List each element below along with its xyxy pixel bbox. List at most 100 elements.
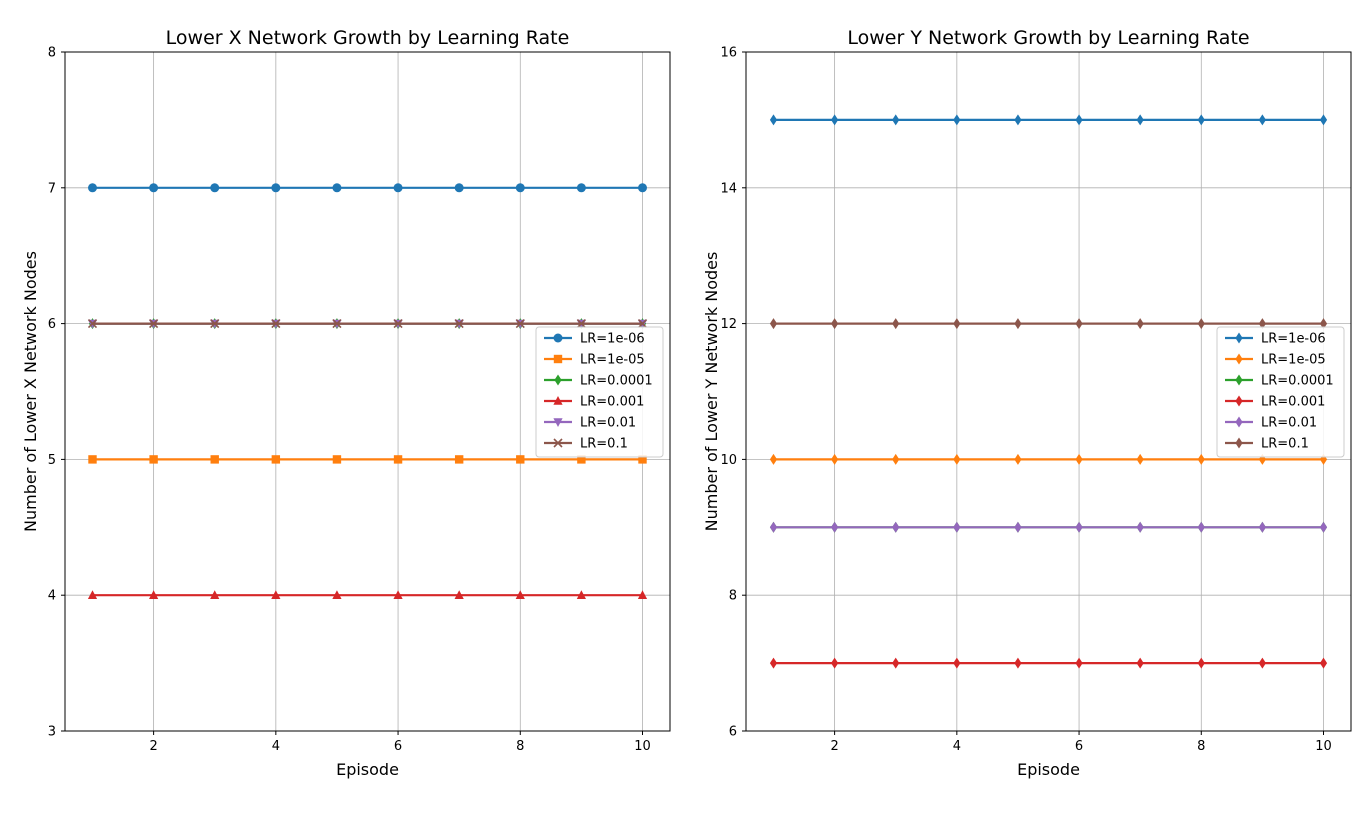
data-point: [87, 319, 98, 329]
data-point: [577, 455, 586, 464]
data-point: [149, 455, 158, 464]
data-point: [1075, 114, 1083, 126]
legend-item: LR=0.1: [544, 437, 628, 452]
data-point: [1136, 657, 1144, 669]
legend-marker: [1235, 353, 1243, 365]
data-point: [210, 590, 220, 599]
legend-marker: [553, 354, 563, 364]
data-point: [1014, 657, 1022, 669]
y-tick-label: 7: [48, 181, 56, 196]
y-tick-label: 5: [48, 453, 56, 468]
legend-label: LR=1e-05: [580, 353, 645, 368]
data-point: [1197, 114, 1205, 126]
y-tick-label: 3: [48, 725, 56, 740]
data-point: [515, 183, 525, 193]
data-point: [1075, 521, 1083, 533]
data-point: [332, 455, 342, 464]
data-point: [149, 319, 159, 329]
data-point: [1014, 521, 1022, 533]
data-point: [454, 455, 464, 464]
data-point: [1136, 453, 1144, 465]
legend-item: LR=1e-06: [1225, 332, 1326, 347]
data-point: [332, 319, 342, 329]
legend-label: LR=0.01: [1261, 416, 1317, 431]
data-point: [210, 455, 219, 464]
data-point: [1075, 657, 1083, 669]
x-tick-label: 4: [272, 739, 280, 754]
data-point: [1258, 114, 1266, 126]
data-point: [210, 319, 220, 329]
series-lr-0-001: [769, 657, 1328, 669]
legend-label: LR=0.01: [580, 416, 636, 431]
x-tick-label: 8: [1197, 739, 1205, 754]
data-point: [1258, 657, 1266, 669]
x-tick-label: 2: [149, 739, 157, 754]
data-point: [1197, 318, 1205, 330]
data-point: [1319, 318, 1328, 330]
legend-item: LR=1e-05: [544, 353, 645, 368]
y-axis: 3 4 5 6 7 8: [48, 46, 65, 740]
y-tick-label: 8: [729, 589, 737, 604]
legend-item: LR=0.1: [1225, 437, 1309, 452]
data-point: [953, 453, 961, 465]
axes-frame: [745, 51, 1352, 732]
data-point: [769, 114, 778, 126]
data-point: [892, 318, 900, 330]
x-tick-label: 6: [394, 739, 402, 754]
data-point: [88, 183, 97, 193]
data-point: [1075, 318, 1083, 330]
data-point: [454, 590, 464, 599]
data-point: [210, 183, 220, 193]
data-point: [1197, 657, 1205, 669]
legend-label: LR=0.0001: [580, 374, 653, 389]
x-tick-label: 6: [1075, 739, 1083, 754]
legend-label: LR=0.1: [580, 437, 628, 452]
data-point: [831, 521, 839, 533]
legend: LR=1e-06 LR=1e-05 LR=0.0001 LR=0.001 LR=0.01…: [1216, 326, 1345, 458]
data-point: [1014, 453, 1022, 465]
legend-item: LR=0.0001: [544, 374, 653, 389]
legend-item: LR=0.01: [544, 416, 636, 431]
data-point: [271, 455, 281, 464]
x-tick-label: 2: [830, 739, 838, 754]
data-point: [769, 521, 778, 533]
y-tick-label: 6: [729, 725, 737, 740]
legend-label: LR=0.1: [1261, 437, 1309, 452]
legend-item: LR=0.001: [1225, 395, 1325, 410]
legend-marker: [1235, 416, 1243, 428]
legend-label: LR=1e-06: [580, 332, 645, 347]
data-point: [769, 657, 778, 669]
legend-marker: [553, 438, 563, 448]
legend-label: LR=0.0001: [1261, 374, 1334, 389]
data-point: [892, 657, 900, 669]
legend: LR=1e-06 LR=1e-05 LR=0.0001 LR=0.001 LR=0.01…: [535, 326, 664, 458]
data-point: [454, 319, 464, 329]
legend-label: LR=1e-06: [1261, 332, 1326, 347]
x-tick-label: 8: [516, 739, 524, 754]
data-point: [393, 590, 403, 599]
data-point: [1136, 318, 1144, 330]
legend-item: LR=1e-05: [1225, 353, 1326, 368]
data-point: [271, 590, 281, 599]
series-lr-1e-05: [88, 455, 647, 464]
data-point: [1258, 521, 1266, 533]
legend-marker: [1235, 374, 1243, 386]
legend-marker: [1235, 437, 1243, 449]
data-point: [332, 590, 342, 599]
data-point: [1319, 657, 1328, 669]
data-point: [638, 183, 647, 193]
data-point: [1014, 114, 1022, 126]
x-axis: 2 4 6 8 10: [830, 731, 1332, 754]
data-point: [149, 590, 159, 599]
data-point: [88, 455, 97, 464]
legend-marker: [554, 374, 562, 386]
legend-marker: [1235, 332, 1243, 344]
x-tick-label: 10: [634, 739, 651, 754]
legend-label: LR=0.001: [580, 395, 644, 410]
y-tick-label: 8: [48, 46, 56, 61]
data-point: [831, 453, 839, 465]
y-tick-label: 16: [720, 46, 737, 61]
axes-frame: [64, 51, 671, 732]
legend-label: LR=1e-05: [1261, 353, 1326, 368]
